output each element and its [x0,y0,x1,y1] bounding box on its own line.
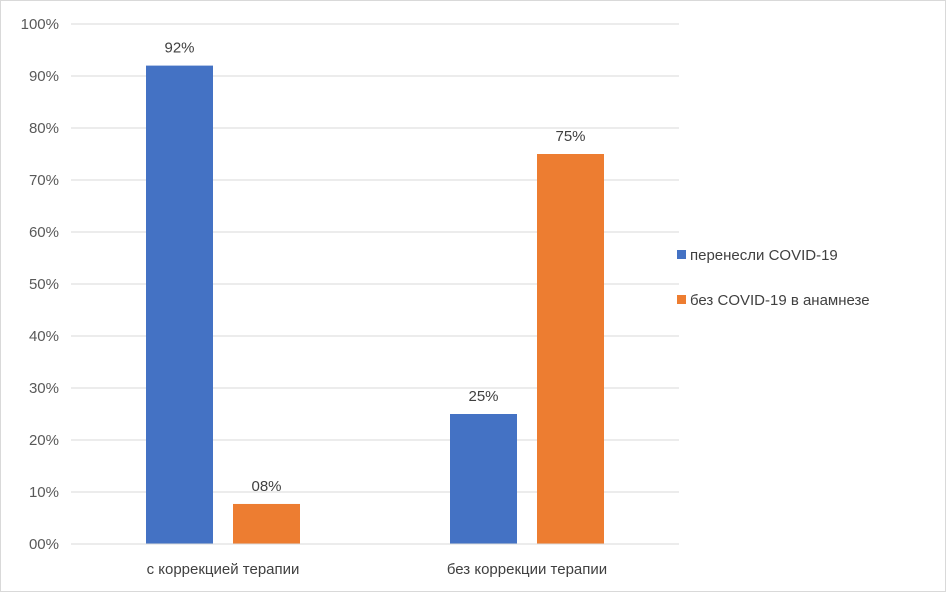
x-category-label: с коррекцией терапии [147,561,300,578]
legend-label: перенесли COVID-19 [690,247,838,264]
y-tick-label: 100% [21,16,59,33]
legend-swatch [677,295,686,304]
data-label: 75% [555,128,585,145]
x-axis: с коррекцией терапии без коррекции терапи… [71,543,679,578]
y-tick-label: 10% [29,484,59,501]
bar-series-0-cat-0 [146,65,213,544]
legend-label: без COVID-19 в анамнезе [690,292,870,309]
bars [146,65,604,544]
y-tick-label: 40% [29,328,59,345]
bar-series-1-cat-1 [537,154,604,544]
y-axis: 00% 10% 20% 30% 40% 50% 60% 70% 80% 90% 100% [21,16,59,553]
legend: перенесли COVID-19 без COVID-19 в анамнез… [677,247,870,309]
y-tick-label: 70% [29,172,59,189]
data-label: 08% [251,478,281,495]
bar-series-0-cat-1 [450,414,517,544]
data-labels: 92% 08% 25% 75% [164,40,585,495]
y-tick-label: 20% [29,432,59,449]
x-category-label: без коррекции терапии [447,561,607,578]
y-tick-label: 00% [29,536,59,553]
y-tick-label: 90% [29,68,59,85]
y-tick-label: 30% [29,380,59,397]
legend-swatch [677,250,686,259]
data-label: 92% [164,40,194,57]
bar-series-1-cat-0 [233,503,300,544]
y-tick-label: 50% [29,276,59,293]
y-tick-label: 60% [29,224,59,241]
y-tick-label: 80% [29,120,59,137]
data-label: 25% [468,388,498,405]
